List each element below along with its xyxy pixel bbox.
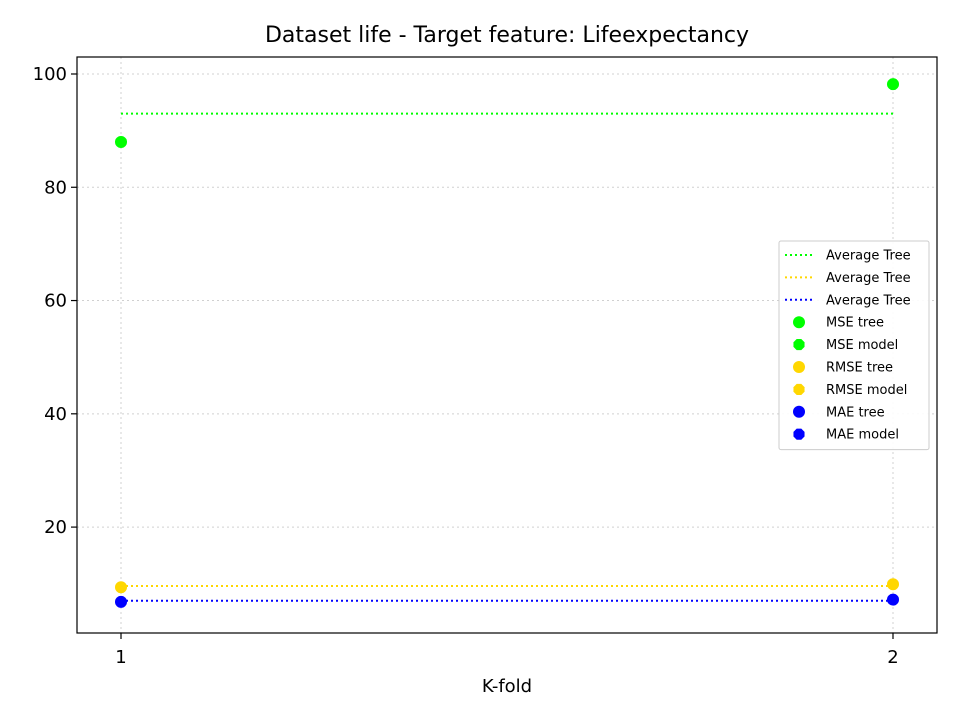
legend-entry: MAE tree — [826, 405, 885, 420]
legend-entry: MSE tree — [826, 316, 884, 331]
y-tick-label: 100 — [33, 64, 67, 85]
y-tick-label: 20 — [44, 517, 67, 538]
legend-entry: Average Tree — [826, 249, 911, 264]
data-point — [887, 578, 899, 590]
legend-swatch — [793, 405, 805, 418]
legend-entry: RMSE tree — [826, 361, 893, 376]
data-point — [887, 78, 899, 90]
legend-swatch — [793, 316, 805, 329]
legend-swatch — [793, 339, 805, 351]
x-axis-label: K-fold — [482, 676, 532, 697]
data-point — [887, 594, 899, 606]
y-tick-label: 60 — [44, 291, 67, 312]
data-point — [115, 581, 127, 593]
y-tick-label: 80 — [44, 177, 67, 198]
legend-swatch — [793, 428, 805, 440]
x-tick-label: 2 — [887, 647, 898, 668]
y-tick-label: 40 — [44, 404, 67, 425]
average-lines — [121, 112, 893, 602]
legend: Average Tree Average Tree Average Tree MSE … — [778, 240, 930, 451]
legend-entry: MSE model — [826, 338, 898, 353]
chart-title: Dataset life - Target feature: Lifeexpec… — [265, 23, 749, 48]
legend-entry: Average Tree — [826, 293, 911, 308]
legend-entry: Average Tree — [826, 271, 911, 286]
x-tick-label: 1 — [115, 647, 126, 668]
legend-box — [778, 240, 930, 451]
plot-frame — [76, 56, 938, 634]
data-point — [115, 596, 127, 608]
data-points — [115, 78, 899, 608]
legend-swatch — [793, 361, 805, 373]
legend-entry: RMSE model — [826, 383, 907, 398]
legend-entry: MAE model — [826, 428, 899, 443]
data-point — [115, 136, 127, 148]
ticks: 1 2 20 40 60 80 100 — [33, 64, 899, 668]
legend-swatch — [793, 383, 805, 395]
